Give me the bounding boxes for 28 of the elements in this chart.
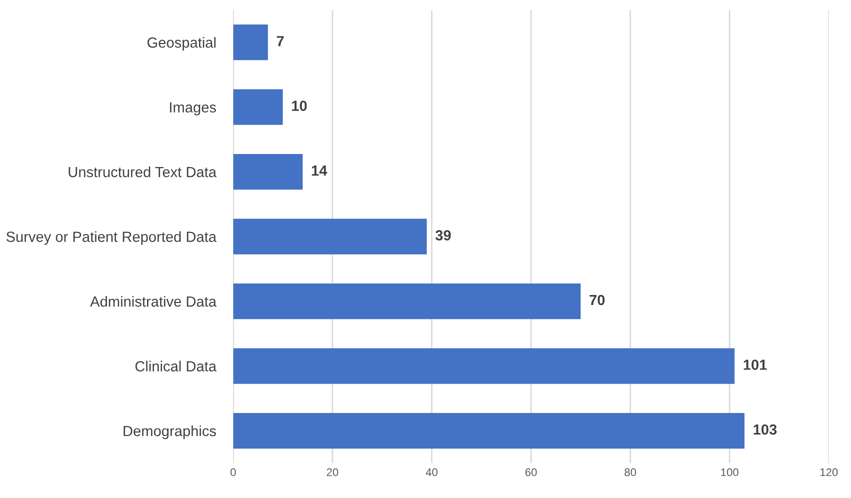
bar (233, 218, 427, 254)
data-label: 10 (292, 100, 307, 111)
x-tick-label: 60 (525, 468, 537, 476)
x-tick-label: 120 (820, 468, 838, 476)
data-label: 14 (312, 166, 328, 176)
bar (233, 348, 735, 384)
x-tick-label: 40 (426, 468, 438, 476)
y-tick-label: Images (170, 102, 216, 116)
data-label: 7 (276, 36, 284, 46)
bar (233, 283, 581, 320)
bar (233, 154, 303, 190)
data-label: 103 (754, 424, 777, 435)
data-label: 39 (435, 230, 451, 240)
bar (233, 24, 268, 60)
y-tick-label: Geospatial (148, 37, 216, 51)
x-tick-label: 80 (624, 468, 636, 476)
y-tick-label: Administrative Data (90, 296, 217, 307)
x-tick-label: 20 (326, 468, 338, 476)
data-label: 101 (744, 360, 767, 370)
bar (233, 89, 283, 125)
x-tick-label: 0 (230, 468, 236, 476)
bar (233, 412, 744, 449)
data-label: 70 (590, 294, 605, 306)
y-tick-label: Unstructured Text Data (68, 166, 217, 178)
x-tick-label: 100 (721, 468, 738, 476)
y-tick-label: Clinical Data (135, 360, 217, 372)
y-tick-label: Demographics (124, 425, 216, 440)
y-tick-label: Survey or Patient Reported Data (6, 231, 217, 245)
